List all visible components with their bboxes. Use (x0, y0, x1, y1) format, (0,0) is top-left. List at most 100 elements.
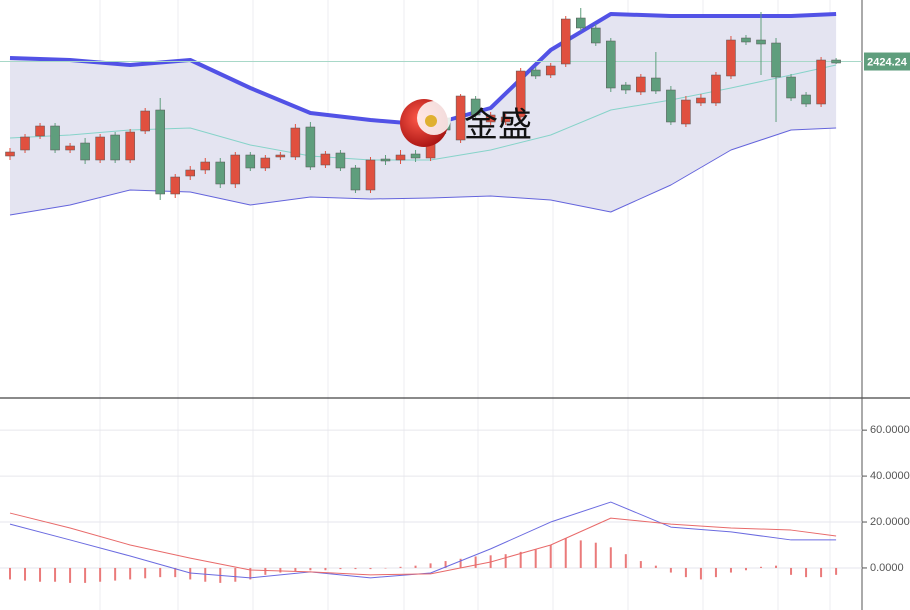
candle-body (80, 142, 90, 161)
histogram-bar (729, 567, 732, 573)
histogram-bar (760, 566, 762, 568)
candle-body (320, 153, 331, 166)
candle-body (801, 94, 811, 105)
candle-body (365, 159, 376, 191)
watermark: 金盛 (464, 106, 532, 146)
candle-body (606, 40, 616, 89)
histogram-bar (639, 561, 642, 568)
histogram-bar (429, 563, 432, 568)
candle-body (125, 131, 135, 161)
histogram-bar (594, 542, 597, 568)
histogram-bar (609, 547, 612, 568)
candle-body (170, 176, 180, 195)
histogram-bar (369, 567, 372, 570)
candle-body (275, 154, 286, 158)
candle-body (155, 109, 165, 195)
histogram-bar (144, 567, 147, 579)
histogram-bar (99, 567, 102, 582)
indicator-line (9, 501, 837, 579)
histogram-bar (384, 567, 387, 569)
candle-body (666, 89, 676, 123)
indicator-line (9, 512, 837, 576)
candle-body (215, 161, 226, 185)
histogram-bar (69, 567, 72, 583)
last-price-label: 2424.24 (867, 56, 908, 68)
histogram-bar (309, 567, 312, 571)
candle-body (290, 127, 301, 158)
histogram-bar (684, 567, 687, 578)
candle-body (756, 39, 766, 45)
histogram-bar (294, 567, 297, 572)
histogram-bar (324, 567, 327, 571)
candle-body (470, 98, 481, 116)
candle-body (515, 70, 526, 118)
candle-body (651, 77, 661, 92)
histogram-bar (775, 565, 778, 568)
candle-body (35, 125, 45, 137)
histogram-bar (264, 567, 267, 575)
candle-body (335, 152, 346, 169)
histogram-bar (114, 567, 117, 581)
candle-body (711, 74, 721, 104)
histogram-bar (624, 554, 627, 568)
logo: 金盛 (400, 99, 532, 147)
candle-body (545, 65, 556, 76)
histogram-bar (204, 567, 207, 582)
candle-body (350, 167, 361, 191)
histogram-bar (234, 567, 237, 582)
candle-body (591, 27, 601, 44)
candle-body (726, 39, 736, 77)
candle-body (395, 154, 406, 161)
candle-body (681, 99, 691, 125)
histogram-bar (744, 567, 747, 571)
histogram-bar (714, 567, 717, 578)
histogram-bar (519, 551, 522, 568)
histogram-bar (669, 567, 672, 573)
candle-body (455, 95, 466, 141)
candle-body (485, 114, 496, 123)
histogram-bar (84, 567, 87, 583)
histogram-bar (189, 567, 192, 580)
candle-body (816, 59, 826, 105)
y-tick-label: 40.0000 (870, 470, 910, 482)
histogram-bar (474, 556, 477, 568)
histogram-bar (504, 554, 507, 568)
histogram-bar (549, 544, 552, 568)
histogram-bar (699, 567, 702, 580)
histogram-bar (339, 567, 342, 570)
candle-body (771, 42, 781, 78)
candle-body (305, 126, 316, 168)
candle-body (621, 84, 631, 91)
candle-body (560, 18, 571, 65)
candle-body (576, 17, 586, 29)
histogram-bar (820, 567, 823, 578)
candle-body (50, 125, 60, 151)
histogram-bar (414, 565, 417, 568)
candle-body (741, 37, 751, 43)
histogram-bar (129, 567, 132, 580)
histogram-bar (174, 567, 177, 578)
histogram-bar (279, 567, 282, 573)
indicator-line (9, 127, 837, 216)
histogram-bar (9, 567, 11, 580)
candle-body (636, 76, 646, 93)
histogram-bar (54, 567, 57, 582)
histogram-bar (354, 567, 357, 570)
histogram-bar (39, 567, 42, 582)
candle-body (831, 59, 841, 64)
candle-body (95, 136, 105, 161)
histogram-bar (805, 567, 808, 578)
y-tick-label: 0.0000 (870, 562, 904, 574)
y-tick-label: 60.0000 (870, 424, 910, 436)
candle-body (696, 97, 706, 104)
histogram-bar (24, 567, 27, 581)
candle-body (245, 154, 256, 169)
histogram-bar (249, 567, 252, 580)
last-price-box (864, 52, 910, 71)
candle-body (410, 153, 421, 159)
logo-coin (425, 115, 437, 127)
candle-body (65, 145, 75, 151)
candle-body (530, 69, 541, 77)
candle-body (185, 169, 195, 177)
